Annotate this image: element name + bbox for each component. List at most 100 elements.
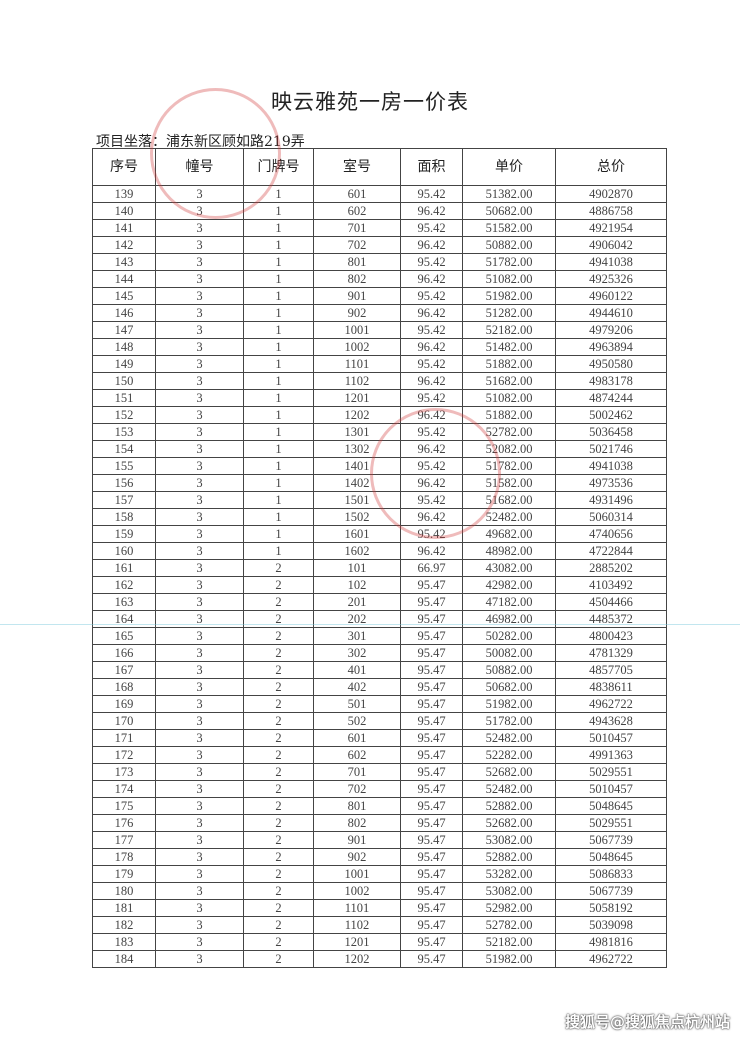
cell-total-price: 4983178 (555, 372, 667, 390)
cell-index: 158 (92, 508, 156, 526)
cell-building: 3 (155, 593, 244, 611)
cell-total-price: 4962722 (555, 950, 667, 968)
cell-index: 151 (92, 389, 156, 407)
table-row: 183 3 2 1201 95.47 52182.00 4981816 (92, 933, 667, 951)
cell-index: 141 (92, 219, 156, 237)
table-row: 157 3 1 1501 95.42 51682.00 4931496 (92, 491, 667, 509)
cell-door: 2 (243, 899, 314, 917)
cell-index: 142 (92, 236, 156, 254)
table-row: 155 3 1 1401 95.42 51782.00 4941038 (92, 457, 667, 475)
cell-total-price: 4781329 (555, 644, 667, 662)
cell-door: 1 (243, 304, 314, 322)
cell-door: 1 (243, 474, 314, 492)
table-row: 140 3 1 602 96.42 50682.00 4886758 (92, 202, 667, 220)
cell-room: 901 (313, 287, 401, 305)
cell-room: 1001 (313, 321, 401, 339)
cell-room: 1201 (313, 389, 401, 407)
cell-door: 2 (243, 865, 314, 883)
cell-index: 167 (92, 661, 156, 679)
cell-area: 95.47 (400, 916, 463, 934)
cell-total-price: 4941038 (555, 457, 667, 475)
cell-unit-price: 52782.00 (462, 423, 556, 441)
cell-area: 95.47 (400, 831, 463, 849)
cell-building: 3 (155, 355, 244, 373)
cell-room: 1302 (313, 440, 401, 458)
cell-room: 1101 (313, 899, 401, 917)
cell-unit-price: 51782.00 (462, 253, 556, 271)
cell-building: 3 (155, 440, 244, 458)
cell-index: 179 (92, 865, 156, 883)
cell-index: 169 (92, 695, 156, 713)
cell-total-price: 5036458 (555, 423, 667, 441)
cell-room: 102 (313, 576, 401, 594)
cell-total-price: 4963894 (555, 338, 667, 356)
cell-building: 3 (155, 712, 244, 730)
cell-room: 902 (313, 848, 401, 866)
table-row: 172 3 2 602 95.47 52282.00 4991363 (92, 746, 667, 764)
cell-unit-price: 52882.00 (462, 797, 556, 815)
cell-unit-price: 52682.00 (462, 814, 556, 832)
table-row: 154 3 1 1302 96.42 52082.00 5021746 (92, 440, 667, 458)
header-area: 面积 (400, 148, 463, 186)
cell-room: 1102 (313, 372, 401, 390)
table-row: 160 3 1 1602 96.42 48982.00 4722844 (92, 542, 667, 560)
cell-door: 2 (243, 661, 314, 679)
cell-unit-price: 51982.00 (462, 950, 556, 968)
cell-door: 1 (243, 253, 314, 271)
cell-index: 152 (92, 406, 156, 424)
table-row: 177 3 2 901 95.47 53082.00 5067739 (92, 831, 667, 849)
scan-line (0, 624, 740, 625)
cell-unit-price: 50282.00 (462, 627, 556, 645)
cell-total-price: 4886758 (555, 202, 667, 220)
header-door: 门牌号 (243, 148, 314, 186)
cell-room: 1202 (313, 950, 401, 968)
header-room: 室号 (313, 148, 401, 186)
table-row: 175 3 2 801 95.47 52882.00 5048645 (92, 797, 667, 815)
table-row: 161 3 2 101 66.97 43082.00 2885202 (92, 559, 667, 577)
cell-index: 154 (92, 440, 156, 458)
cell-total-price: 5086833 (555, 865, 667, 883)
cell-area: 95.47 (400, 627, 463, 645)
cell-area: 95.47 (400, 576, 463, 594)
cell-door: 1 (243, 525, 314, 543)
cell-door: 1 (243, 372, 314, 390)
cell-area: 95.47 (400, 933, 463, 951)
cell-area: 95.42 (400, 389, 463, 407)
cell-area: 96.42 (400, 304, 463, 322)
cell-total-price: 5039098 (555, 916, 667, 934)
cell-room: 302 (313, 644, 401, 662)
cell-door: 2 (243, 593, 314, 611)
cell-index: 172 (92, 746, 156, 764)
table-row: 180 3 2 1002 95.47 53082.00 5067739 (92, 882, 667, 900)
cell-building: 3 (155, 185, 244, 203)
cell-room: 901 (313, 831, 401, 849)
cell-building: 3 (155, 916, 244, 934)
cell-building: 3 (155, 372, 244, 390)
cell-index: 150 (92, 372, 156, 390)
cell-area: 95.42 (400, 253, 463, 271)
cell-total-price: 4921954 (555, 219, 667, 237)
cell-door: 2 (243, 576, 314, 594)
cell-door: 2 (243, 916, 314, 934)
cell-index: 162 (92, 576, 156, 594)
cell-building: 3 (155, 627, 244, 645)
cell-unit-price: 43082.00 (462, 559, 556, 577)
cell-unit-price: 53082.00 (462, 831, 556, 849)
cell-area: 95.47 (400, 661, 463, 679)
cell-area: 66.97 (400, 559, 463, 577)
cell-area: 95.42 (400, 491, 463, 509)
cell-door: 2 (243, 678, 314, 696)
cell-building: 3 (155, 338, 244, 356)
cell-door: 1 (243, 219, 314, 237)
cell-room: 902 (313, 304, 401, 322)
cell-room: 501 (313, 695, 401, 713)
cell-door: 1 (243, 423, 314, 441)
table-row: 162 3 2 102 95.47 42982.00 4103492 (92, 576, 667, 594)
cell-total-price: 5029551 (555, 814, 667, 832)
cell-building: 3 (155, 661, 244, 679)
cell-index: 140 (92, 202, 156, 220)
cell-building: 3 (155, 729, 244, 747)
cell-room: 201 (313, 593, 401, 611)
cell-index: 156 (92, 474, 156, 492)
cell-door: 1 (243, 270, 314, 288)
